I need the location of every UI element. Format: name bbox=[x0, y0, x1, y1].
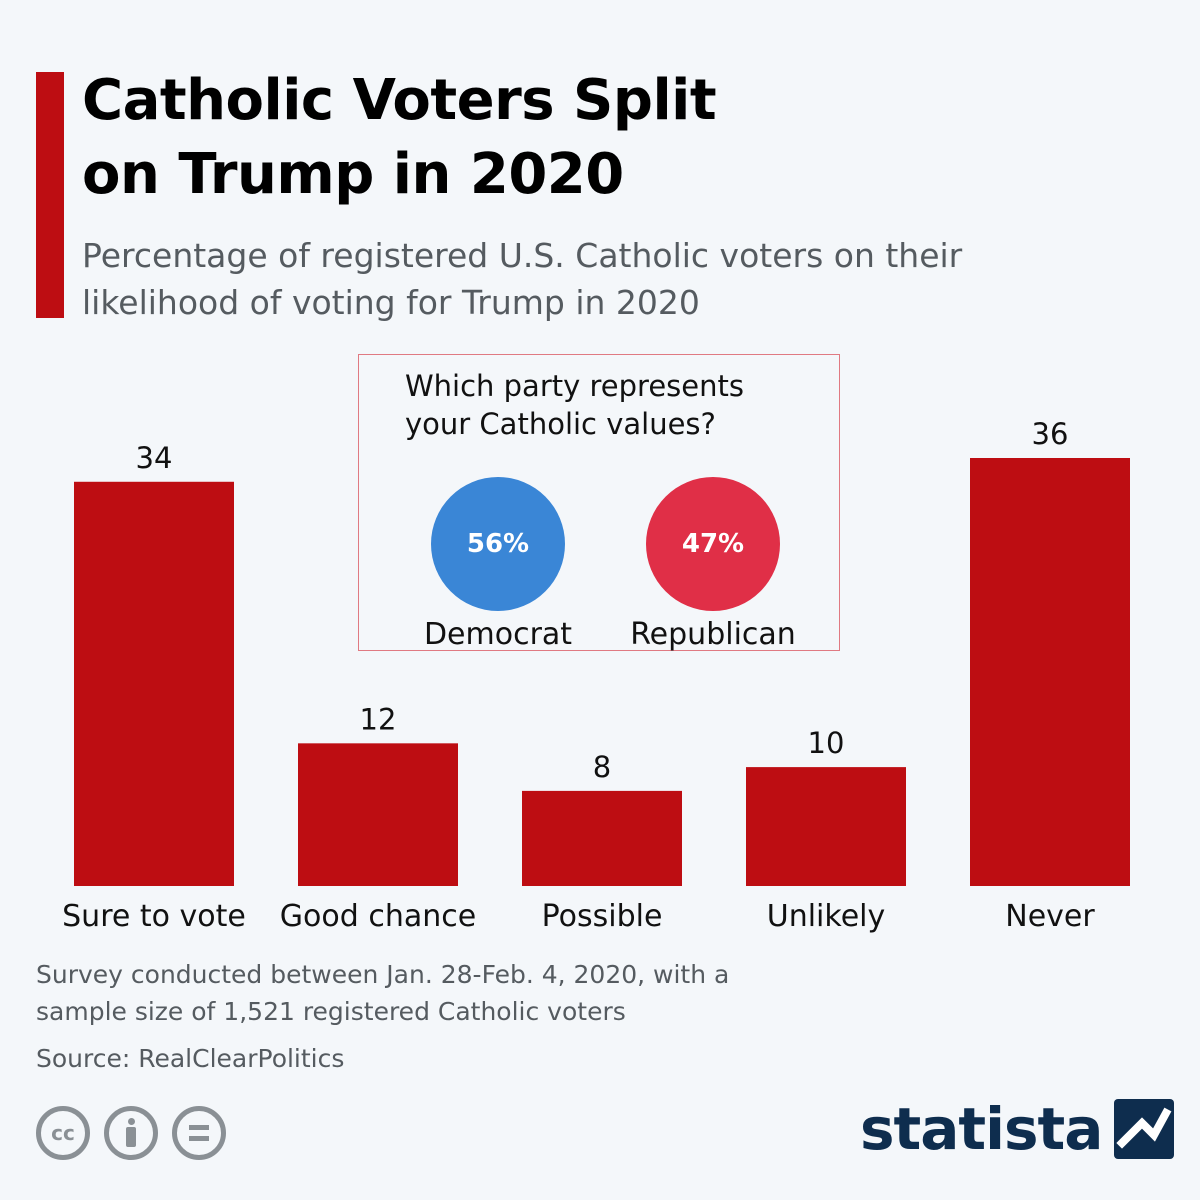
party-republican: 47% Republican bbox=[613, 477, 813, 653]
title-line-1: Catholic Voters Split bbox=[82, 68, 717, 133]
democrat-circle: 56% bbox=[431, 477, 565, 611]
bar-good-chance bbox=[298, 743, 458, 886]
party-values-inset: Which party represents your Catholic val… bbox=[358, 354, 840, 653]
republican-value: 47% bbox=[681, 529, 745, 559]
survey-note-line-1: Survey conducted between Jan. 28-Feb. 4,… bbox=[36, 960, 730, 989]
statista-mark-icon bbox=[1114, 1099, 1175, 1159]
attribution-body bbox=[126, 1127, 136, 1147]
no-derivatives-icon[interactable] bbox=[172, 1106, 226, 1160]
equals-line-bottom bbox=[189, 1136, 209, 1141]
tick-label-unlikely: Unlikely bbox=[767, 899, 886, 934]
data-label-unlikely: 10 bbox=[808, 726, 845, 760]
title-line-2: on Trump in 2020 bbox=[82, 142, 624, 207]
bar-possible bbox=[522, 790, 682, 886]
data-label-never: 36 bbox=[1032, 417, 1069, 451]
tick-label-sure-to-vote: Sure to vote bbox=[62, 899, 246, 934]
brand-name: statista bbox=[860, 1095, 1103, 1163]
source-note: Source: RealClearPolitics bbox=[36, 1044, 345, 1073]
cc-icon[interactable]: cc bbox=[36, 1106, 90, 1160]
bar-sure-to-vote bbox=[74, 481, 234, 886]
bar-chart: 34 Sure to vote 12 Good chance 8 Possible 10 Un… bbox=[62, 417, 1130, 934]
democrat-label: Democrat bbox=[423, 617, 573, 652]
tick-label-never: Never bbox=[1005, 899, 1095, 934]
inset-question-line-2: your Catholic values? bbox=[405, 407, 716, 441]
attribution-head bbox=[128, 1118, 135, 1125]
survey-note-line-2: sample size of 1,521 registered Catholic… bbox=[36, 997, 626, 1026]
license-icons: cc bbox=[36, 1106, 226, 1160]
tick-label-good-chance: Good chance bbox=[280, 899, 476, 934]
subtitle-line-2: likelihood of voting for Trump in 2020 bbox=[82, 283, 700, 322]
equals-line-top bbox=[189, 1125, 209, 1130]
bar-never bbox=[970, 458, 1130, 886]
statista-logo[interactable]: statista bbox=[860, 1094, 1175, 1164]
data-label-possible: 8 bbox=[593, 750, 611, 784]
inset-question-line-1: Which party represents bbox=[405, 369, 744, 403]
inset-question: Which party represents your Catholic val… bbox=[405, 367, 825, 443]
republican-label: Republican bbox=[630, 617, 796, 652]
subtitle-line-1: Percentage of registered U.S. Catholic v… bbox=[82, 236, 963, 275]
title-accent-bar bbox=[36, 72, 64, 318]
attribution-icon[interactable] bbox=[104, 1106, 158, 1160]
republican-circle: 47% bbox=[646, 477, 780, 611]
page-title: Catholic Voters Split on Trump in 2020 bbox=[82, 64, 1162, 212]
bar-unlikely bbox=[746, 767, 906, 886]
party-democrat: 56% Democrat bbox=[398, 477, 598, 653]
tick-label-possible: Possible bbox=[542, 899, 663, 934]
page-subtitle: Percentage of registered U.S. Catholic v… bbox=[82, 232, 1162, 326]
survey-note: Survey conducted between Jan. 28-Feb. 4,… bbox=[36, 956, 936, 1030]
data-label-sure-to-vote: 34 bbox=[136, 441, 173, 475]
democrat-value: 56% bbox=[466, 529, 530, 559]
data-label-good-chance: 12 bbox=[360, 702, 397, 736]
